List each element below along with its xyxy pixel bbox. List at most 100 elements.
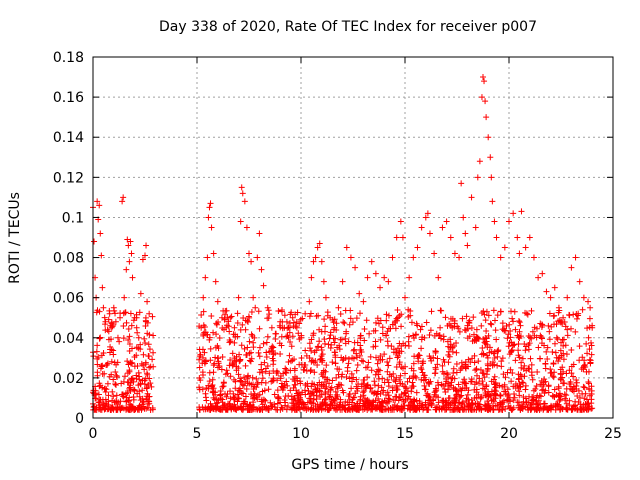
noise-point (262, 365, 269, 372)
noise-point (482, 334, 489, 341)
noise-point (501, 381, 508, 388)
noise-point (248, 406, 255, 413)
noise-point (408, 319, 415, 326)
noise-point (302, 347, 309, 354)
noise-point (134, 362, 141, 369)
noise-point (522, 309, 529, 316)
noise-point (414, 402, 421, 409)
noise-point (358, 357, 365, 364)
noise-point (557, 347, 564, 354)
data-point (368, 258, 375, 265)
data-point (576, 278, 583, 285)
noise-point (475, 403, 482, 410)
noise-point (579, 306, 586, 313)
noise-point (488, 321, 495, 328)
noise-point (316, 338, 323, 345)
noise-point (223, 393, 230, 400)
noise-point (413, 397, 420, 404)
noise-point (548, 369, 555, 376)
noise-point (570, 373, 577, 380)
data-point (241, 198, 248, 205)
noise-point (361, 337, 368, 344)
noise-point (469, 400, 476, 407)
data-point (539, 270, 546, 277)
noise-point (464, 325, 471, 332)
noise-point (369, 406, 376, 413)
noise-point (231, 376, 238, 383)
noise-point (337, 311, 344, 318)
noise-point (108, 346, 115, 353)
noise-point (244, 380, 251, 387)
noise-point (224, 391, 231, 398)
background-noise-points (90, 306, 596, 413)
noise-point (260, 340, 267, 347)
noise-point (489, 358, 496, 365)
noise-point (563, 385, 570, 392)
noise-point (274, 400, 281, 407)
noise-point (294, 377, 301, 384)
noise-point (525, 365, 532, 372)
noise-point (242, 326, 249, 333)
noise-point (393, 363, 400, 370)
noise-point (308, 404, 315, 411)
data-point (514, 234, 521, 241)
data-point (364, 274, 371, 281)
noise-point (583, 396, 590, 403)
noise-point (137, 341, 144, 348)
noise-point (375, 395, 382, 402)
data-point (555, 304, 562, 311)
noise-point (387, 406, 394, 413)
data-point (314, 244, 321, 251)
noise-point (229, 360, 236, 367)
noise-point (553, 321, 560, 328)
noise-point (484, 352, 491, 359)
noise-point (295, 389, 302, 396)
noise-point (148, 383, 155, 390)
noise-point (581, 384, 588, 391)
noise-point (553, 334, 560, 341)
noise-point (232, 333, 239, 340)
x-tick-label: 5 (193, 426, 202, 442)
noise-point (145, 398, 152, 405)
noise-point (549, 373, 556, 380)
data-point (447, 234, 454, 241)
noise-point (93, 309, 100, 316)
noise-point (202, 404, 209, 411)
noise-point (331, 399, 338, 406)
noise-point (329, 377, 336, 384)
noise-point (584, 350, 591, 357)
noise-point (451, 402, 458, 409)
noise-point (364, 382, 371, 389)
noise-point (268, 403, 275, 410)
noise-point (483, 328, 490, 335)
noise-point (371, 378, 378, 385)
noise-point (127, 388, 134, 395)
data-point (543, 288, 550, 295)
noise-point (327, 386, 334, 393)
noise-point (354, 402, 361, 409)
noise-point (453, 360, 460, 367)
noise-point (394, 406, 401, 413)
noise-point (384, 376, 391, 383)
data-point (235, 294, 242, 301)
noise-point (196, 364, 203, 371)
data-point (125, 242, 132, 249)
noise-point (494, 353, 501, 360)
noise-point (394, 354, 401, 361)
noise-point (363, 383, 370, 390)
noise-point (533, 383, 540, 389)
noise-point (445, 352, 452, 359)
data-point (133, 324, 140, 331)
data-point (260, 282, 267, 289)
noise-point (483, 383, 490, 390)
noise-point (336, 381, 343, 388)
noise-point (498, 358, 505, 365)
noise-point (112, 381, 119, 388)
noise-point (521, 373, 528, 380)
noise-point (505, 396, 512, 403)
noise-point (270, 368, 277, 375)
noise-point (503, 397, 510, 404)
noise-point (131, 406, 138, 413)
noise-point (394, 306, 401, 313)
